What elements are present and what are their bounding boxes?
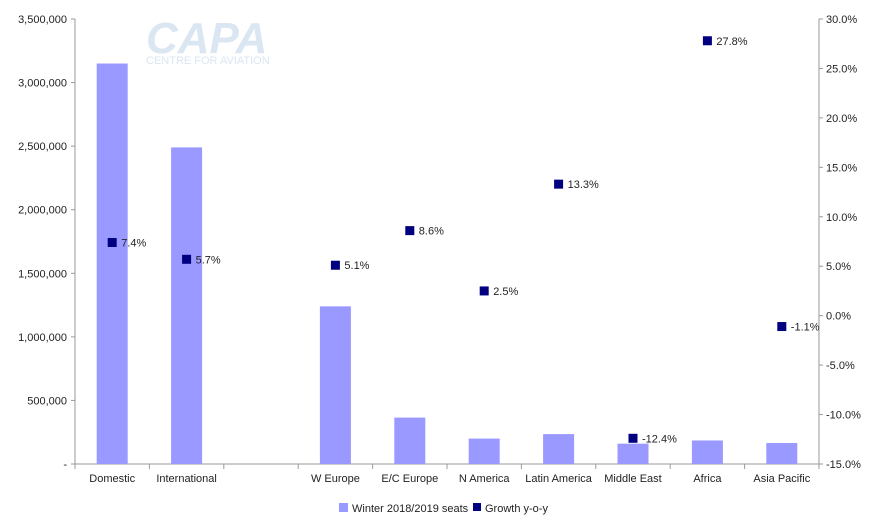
left-tick-label: 2,500,000 bbox=[18, 141, 67, 153]
left-tick-label: 3,000,000 bbox=[18, 78, 67, 90]
legend: Winter 2018/2019 seats Growth y-o-y bbox=[339, 503, 548, 515]
x-axis-labels: Domestic International W Europe E/C Europe N… bbox=[89, 473, 810, 485]
watermark-logo: CAPA bbox=[146, 14, 267, 63]
bar bbox=[171, 147, 203, 464]
right-tick-label: -15.0% bbox=[826, 459, 861, 471]
growth-marker bbox=[330, 260, 340, 270]
growth-data-label: 5.7% bbox=[196, 254, 221, 266]
legend-marker-swatch bbox=[473, 503, 481, 511]
growth-marker bbox=[554, 179, 564, 189]
growth-data-label: 8.6% bbox=[419, 226, 444, 238]
growth-data-label: -1.1% bbox=[791, 322, 820, 334]
right-tick-label: 5.0% bbox=[826, 261, 851, 273]
growth-data-label: 5.1% bbox=[344, 260, 369, 272]
growth-series: 7.4% 5.7% 5.1% 8.6% 2.5% 13.3% -12.4% 27.8% -1.1… bbox=[107, 36, 820, 445]
left-tick-label: 3,500,000 bbox=[18, 14, 67, 26]
watermark-tagline: CENTRE FOR AVIATION bbox=[146, 55, 270, 67]
bar bbox=[96, 63, 128, 464]
x-tick-label: Domestic bbox=[89, 473, 135, 485]
right-tick-label: 15.0% bbox=[826, 162, 857, 174]
growth-marker bbox=[405, 226, 415, 236]
x-tick-label: W Europe bbox=[311, 473, 360, 485]
bar bbox=[766, 443, 798, 464]
growth-marker bbox=[628, 433, 638, 443]
right-tick-label: 10.0% bbox=[826, 212, 857, 224]
growth-data-label: -12.4% bbox=[642, 433, 677, 445]
bar-series bbox=[96, 63, 798, 464]
left-tick-label: 1,000,000 bbox=[18, 332, 67, 344]
watermark: CAPA CENTRE FOR AVIATION bbox=[146, 14, 270, 67]
x-tick-label: Middle East bbox=[604, 473, 661, 485]
left-tick-label: 2,000,000 bbox=[18, 205, 67, 217]
right-tick-label: 25.0% bbox=[826, 63, 857, 75]
right-tick-label: -5.0% bbox=[826, 360, 855, 372]
legend-bar-label: Winter 2018/2019 seats bbox=[352, 503, 469, 515]
bar bbox=[319, 306, 351, 464]
growth-marker bbox=[479, 286, 489, 296]
bar bbox=[468, 438, 500, 464]
growth-marker bbox=[182, 254, 192, 264]
bar bbox=[394, 417, 426, 464]
growth-data-label: 2.5% bbox=[493, 286, 518, 298]
x-tick-label: Asia Pacific bbox=[753, 473, 810, 485]
right-tick-label: 0.0% bbox=[826, 311, 851, 323]
x-tick-label: N America bbox=[459, 473, 511, 485]
left-tick-label: - bbox=[63, 459, 67, 471]
bar bbox=[543, 434, 575, 464]
x-tick-label: Africa bbox=[693, 473, 722, 485]
left-tick-label: 1,500,000 bbox=[18, 268, 67, 280]
x-tick-label: Latin America bbox=[525, 473, 593, 485]
left-tick-label: 500,000 bbox=[27, 395, 67, 407]
growth-data-label: 13.3% bbox=[568, 179, 599, 191]
growth-marker bbox=[777, 322, 787, 332]
growth-marker bbox=[107, 237, 117, 247]
growth-data-label: 7.4% bbox=[121, 237, 146, 249]
x-tick-label: E/C Europe bbox=[381, 473, 438, 485]
x-tick-label: International bbox=[156, 473, 217, 485]
right-tick-label: -10.0% bbox=[826, 410, 861, 422]
right-tick-label: 30.0% bbox=[826, 14, 857, 26]
legend-marker-label: Growth y-o-y bbox=[485, 503, 548, 515]
bar bbox=[617, 443, 649, 464]
growth-marker bbox=[702, 36, 712, 46]
right-tick-label: 20.0% bbox=[826, 113, 857, 125]
legend-bar-swatch bbox=[339, 503, 348, 512]
bar bbox=[691, 440, 723, 464]
growth-data-label: 27.8% bbox=[716, 36, 747, 48]
